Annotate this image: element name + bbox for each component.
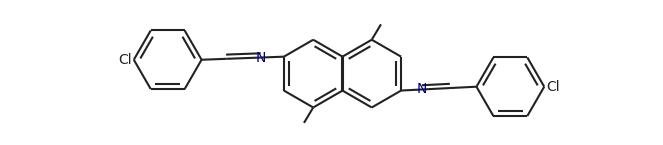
Text: N: N bbox=[256, 50, 266, 65]
Text: Cl: Cl bbox=[119, 53, 133, 67]
Text: N: N bbox=[417, 83, 428, 96]
Text: Cl: Cl bbox=[546, 80, 560, 94]
